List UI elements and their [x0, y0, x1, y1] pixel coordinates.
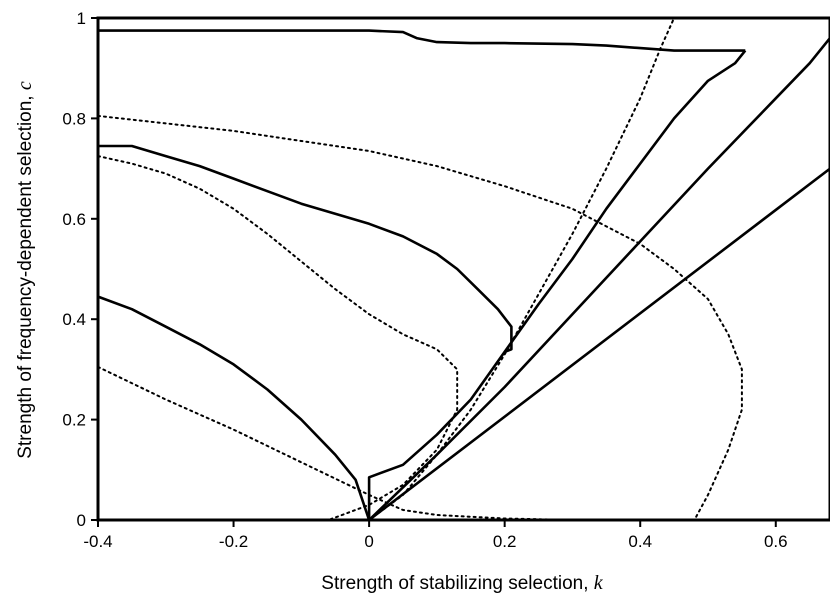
y-axis-ticks: 0 0.2 0.4 0.6 0.8 1 — [62, 9, 98, 530]
y-axis-title: Strength of frequency-dependent selectio… — [14, 81, 36, 459]
x-tick-label: -0.4 — [83, 532, 112, 551]
x-tick-label: 0.2 — [493, 532, 517, 551]
x-axis-ticks: -0.4 -0.2 0 0.2 0.4 0.6 — [83, 520, 788, 551]
y-axis-title-text: Strength of frequency-dependent selectio… — [15, 90, 36, 459]
y-tick-label: 0.4 — [62, 310, 86, 329]
solid-curve-6 — [368, 167, 830, 522]
y-tick-label: 0.8 — [62, 109, 86, 128]
y-tick-label: 0.6 — [62, 210, 86, 229]
x-tick-label: 0.6 — [764, 532, 788, 551]
x-axis-title: Strength of stabilizing selection, k — [321, 572, 604, 594]
plot-frame — [96, 16, 830, 522]
y-tick-label: 1 — [77, 9, 86, 28]
y-tick-label: 0 — [77, 511, 86, 530]
plot-area — [96, 16, 830, 522]
solid-curve-2 — [98, 144, 513, 354]
dotted-curve-7 — [97, 365, 642, 521]
solid-curve-1 — [98, 29, 746, 52]
x-tick-label: -0.2 — [219, 532, 248, 551]
dotted-curve-10 — [368, 17, 676, 521]
y-axis-variable: c — [14, 81, 36, 90]
x-tick-label: 0.4 — [628, 532, 652, 551]
x-axis-title-text: Strength of stabilizing selection, — [321, 573, 594, 594]
x-axis-variable: k — [594, 572, 604, 594]
dotted-curve-9 — [97, 114, 743, 521]
dotted-curve-8 — [97, 155, 459, 521]
y-tick-label: 0.2 — [62, 411, 86, 430]
solid-curve-5 — [368, 37, 830, 521]
solid-curve-3 — [97, 295, 371, 521]
series-layer — [97, 17, 830, 522]
solid-curve-4 — [367, 49, 747, 520]
x-tick-label: 0 — [364, 532, 373, 551]
